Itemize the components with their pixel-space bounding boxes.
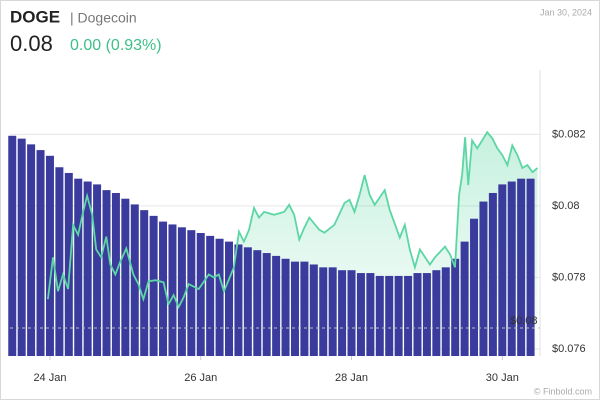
volume-bar xyxy=(196,233,205,356)
volume-bar xyxy=(441,267,450,356)
volume-bar xyxy=(328,267,337,356)
volume-bar xyxy=(356,273,365,356)
volume-bar xyxy=(272,255,281,356)
volume-bar xyxy=(413,273,422,356)
volume-bar xyxy=(309,264,318,356)
volume-bar xyxy=(45,155,54,356)
volume-bar xyxy=(102,190,111,356)
volume-bar xyxy=(451,258,460,356)
x-tick-label: 30 Jan xyxy=(486,372,519,384)
coin-name: | Dogecoin xyxy=(70,10,137,26)
volume-bar xyxy=(319,267,328,356)
volume-bar xyxy=(347,270,356,356)
volume-bar xyxy=(470,218,479,356)
volume-bar xyxy=(253,250,262,356)
x-tick-label: 28 Jan xyxy=(335,372,368,384)
price-line xyxy=(47,130,539,310)
volume-bar xyxy=(121,198,130,356)
volume-bar xyxy=(168,224,177,356)
y-tick-label: $0.078 xyxy=(552,271,586,283)
x-tick-label: 24 Jan xyxy=(33,372,66,384)
volume-bar xyxy=(55,167,64,356)
volume-bar xyxy=(243,247,252,356)
volume-bar xyxy=(234,244,243,356)
volume-bar xyxy=(498,184,507,356)
volume-bar xyxy=(83,181,92,356)
price: 0.08 xyxy=(10,31,53,56)
volume-bar xyxy=(206,235,215,356)
volume-bar xyxy=(517,178,526,356)
volume-bar xyxy=(93,184,102,356)
change: 0.00 (0.93%) xyxy=(70,37,162,54)
date: Jan 30, 2024 xyxy=(540,7,592,17)
volume-bar xyxy=(507,181,516,356)
volume-bar xyxy=(300,261,309,356)
volume-bar xyxy=(64,172,73,356)
volume-bar xyxy=(177,227,186,356)
volume-bar xyxy=(488,192,497,356)
x-tick-label: 26 Jan xyxy=(184,372,217,384)
volume-bar xyxy=(526,178,535,356)
volume-bar xyxy=(225,241,234,356)
volume-bar xyxy=(479,201,488,356)
y-tick-label: $0.082 xyxy=(552,128,586,140)
volume-bar xyxy=(74,178,83,356)
volume-bar xyxy=(422,273,431,356)
volume-bar xyxy=(385,275,394,356)
volume-bar xyxy=(27,144,36,356)
volume-bar xyxy=(281,258,290,356)
last-price-label: $0.08 xyxy=(510,315,538,327)
y-tick-label: $0.076 xyxy=(552,343,586,355)
volume-bar xyxy=(8,135,17,356)
volume-bar xyxy=(338,270,347,356)
volume-bar xyxy=(432,270,441,356)
volume-bar xyxy=(394,275,403,356)
credit: © Finbold.com xyxy=(534,386,592,396)
volume-bar xyxy=(140,210,149,356)
volume-bar xyxy=(460,241,469,356)
volume-bar xyxy=(366,273,375,356)
volume-bar xyxy=(404,275,413,356)
volume-bar xyxy=(262,253,271,356)
volume-bar xyxy=(159,221,168,356)
volume-bar xyxy=(149,215,158,356)
volume-bar xyxy=(290,261,299,356)
volume-bar xyxy=(375,275,384,356)
volume-bar xyxy=(17,138,26,356)
volume-bar xyxy=(187,230,196,356)
volume-bar xyxy=(130,204,139,356)
volume-bar xyxy=(36,150,45,356)
y-tick-label: $0.08 xyxy=(552,200,580,212)
symbol: DOGE xyxy=(10,7,60,26)
volume-bar xyxy=(215,238,224,356)
